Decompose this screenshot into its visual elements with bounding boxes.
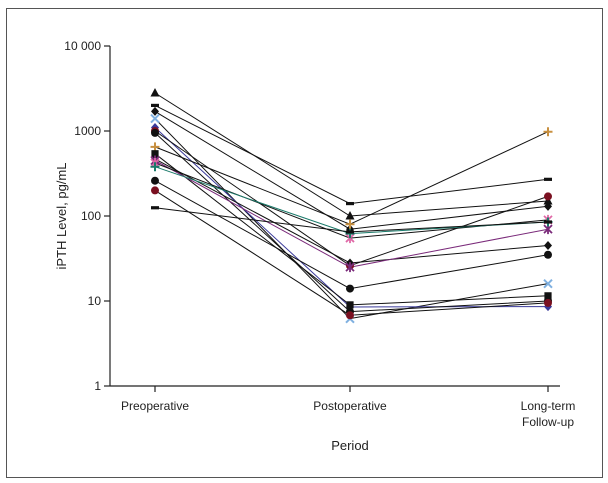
data-point-s8-3 <box>543 127 553 137</box>
data-point-s9-2 <box>346 301 354 309</box>
data-point-s9-3 <box>544 292 552 300</box>
data-point-s1-2 <box>345 211 355 220</box>
series-line-15 <box>154 189 549 316</box>
x-tick-label: Postoperative <box>313 399 387 413</box>
series-line-8 <box>154 131 549 225</box>
data-point-s6-3 <box>544 192 552 201</box>
series-lines <box>154 92 549 320</box>
y-tick-label: 10 <box>88 294 102 308</box>
series-line-14 <box>154 180 549 290</box>
data-point-s16-3 <box>544 220 552 224</box>
data-point-s7-1 <box>151 128 159 137</box>
y-tick-label: 10 000 <box>64 39 101 53</box>
y-tick-label: 100 <box>81 209 101 223</box>
data-point-s14-2 <box>346 284 354 293</box>
x-tick-label: Long-term Follow-up <box>521 399 576 429</box>
series-markers <box>150 87 553 324</box>
data-point-s3-3 <box>544 201 552 211</box>
data-point-s10-3 <box>544 240 552 250</box>
data-point-s2-1 <box>151 103 159 108</box>
data-point-s14-3 <box>544 250 552 259</box>
data-point-s16-1 <box>151 206 159 210</box>
data-point-s15-2 <box>346 311 354 320</box>
labels: 1 10 100 1000 10 000 Preoperative Postoperativ… <box>54 39 575 453</box>
data-point-s4-1 <box>150 113 160 124</box>
series-line-1 <box>154 92 549 217</box>
y-axis-title: iPTH Level, pg/mL <box>54 163 69 270</box>
data-point-s8-1 <box>150 142 160 152</box>
data-point-s2-3 <box>544 177 552 181</box>
data-point-s1-1 <box>150 87 160 97</box>
data-point-s15-3 <box>544 298 552 307</box>
series-line-2 <box>154 104 549 205</box>
data-point-s8-2 <box>345 219 355 229</box>
series-line-6 <box>154 130 549 267</box>
data-point-s3-1 <box>151 106 159 116</box>
y-tick-label: 1000 <box>74 124 101 138</box>
chart-frame <box>6 8 603 478</box>
y-tick-label: 1 <box>94 379 101 393</box>
data-point-s14-1 <box>151 176 159 185</box>
data-point-s4-3 <box>543 278 553 289</box>
data-point-s2-2 <box>346 201 354 206</box>
axes <box>104 45 560 392</box>
x-axis-title: Period <box>331 438 369 453</box>
series-line-10 <box>154 158 549 264</box>
data-point-s15-1 <box>151 186 159 195</box>
data-point-s13-1 <box>150 162 160 172</box>
data-point-s9-1 <box>151 150 159 158</box>
data-point-s16-2 <box>346 230 354 234</box>
data-point-s11-2 <box>345 262 355 273</box>
x-tick-label: Preoperative <box>121 399 189 413</box>
